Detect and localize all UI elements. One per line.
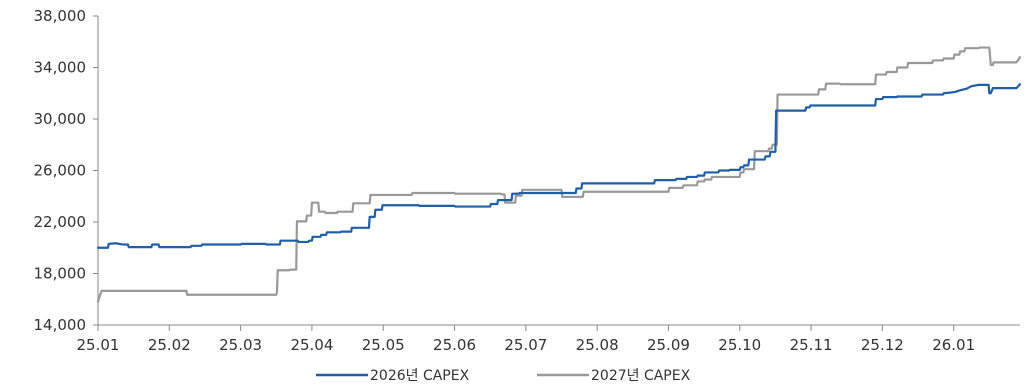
x-tick-label: 26.01	[932, 336, 975, 354]
x-tick-label: 25.04	[290, 336, 333, 354]
x-tick-label: 25.03	[219, 336, 262, 354]
x-tick-label: 25.09	[647, 336, 690, 354]
x-tick-label: 25.01	[77, 336, 120, 354]
x-tick-label: 25.06	[433, 336, 476, 354]
y-tick-label: 30,000	[34, 110, 87, 128]
y-tick-label: 18,000	[34, 265, 87, 283]
x-tick-label: 25.12	[861, 336, 904, 354]
y-axis: 14,000 18,000 22,000 26,000 30,000 34,000 38,0…	[34, 7, 99, 334]
y-tick-label: 34,000	[34, 59, 87, 77]
x-tick-label: 25.10	[718, 336, 761, 354]
y-tick-label: 38,000	[34, 7, 87, 25]
y-tick-label: 26,000	[34, 162, 87, 180]
legend: 2026년 CAPEX 2027년 CAPEX	[316, 368, 691, 384]
y-tick-label: 22,000	[34, 213, 87, 231]
series-line-2	[96, 46, 1022, 303]
x-tick-label: 25.11	[790, 336, 833, 354]
x-tick-label: 25.08	[576, 336, 619, 354]
y-tick-label: 14,000	[34, 316, 87, 334]
legend-label: 2027년 CAPEX	[591, 368, 691, 384]
x-tick-label: 25.05	[362, 336, 405, 354]
legend-label: 2026년 CAPEX	[370, 368, 470, 384]
x-tick-label: 25.07	[504, 336, 547, 354]
series-line-1	[96, 83, 1022, 249]
x-tick-label: 25.02	[148, 336, 191, 354]
x-axis: 25.01 25.02 25.03 25.04 25.05 25.06 25.07 25.08…	[77, 324, 1020, 354]
series-layer	[96, 46, 1022, 303]
